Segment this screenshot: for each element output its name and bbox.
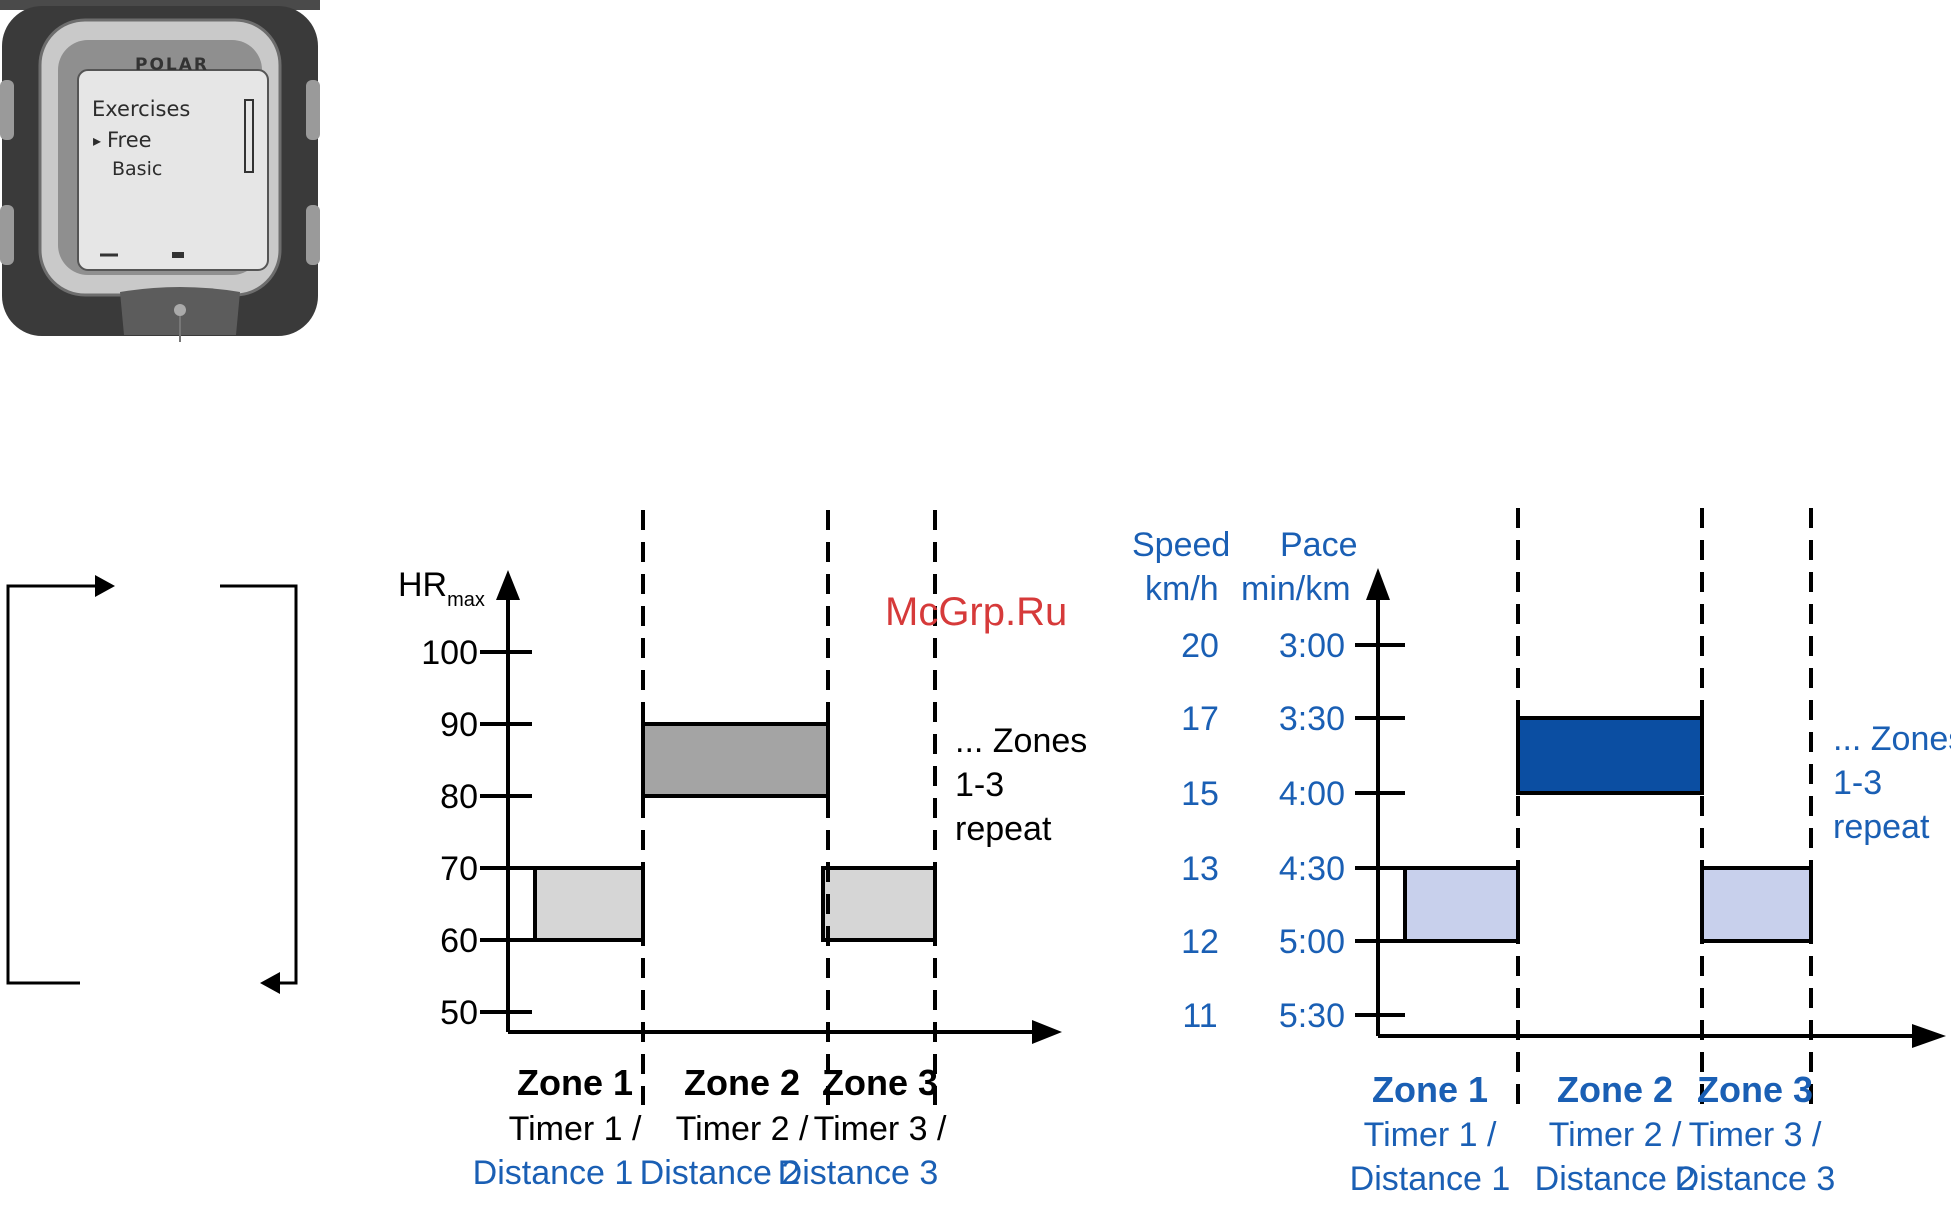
left-upper-button[interactable] [0,80,14,140]
chart1-zone-bar [821,866,937,942]
chart1-timer-label: Timer 1 / [509,1110,642,1148]
hr-zone-chart: HRmax 100 90 80 70 60 50 ... Zones 1-3 repeat… [398,510,1087,1192]
chart1-ytick-label: 70 [440,850,478,888]
chart2-speed-tick-label: 13 [1181,850,1219,888]
chart2-category-label: Zone 1 [1372,1069,1488,1110]
chart2-pace-tick-label: 5:30 [1279,997,1345,1035]
chart2-zone-bar [1700,866,1813,943]
chart2-speed-label-1: Speed [1132,526,1230,564]
chart2-category-label: Zone 3 [1697,1069,1813,1110]
chart2-y-axis-arrow [1366,568,1390,600]
chart2-pace-label-2: min/km [1241,570,1351,608]
chart2-x-axis-arrow [1912,1024,1946,1048]
chart2-distance-label: Distance 3 [1675,1160,1836,1198]
chart2-pace-tick-label: 4:30 [1279,850,1345,888]
watch-menu-item-basic: Basic [112,158,163,180]
chart1-annotation-line3: repeat [955,810,1052,848]
chart1-timer-label: Timer 3 / [814,1110,947,1148]
watch-menu-item-free: ▸ Free [93,128,152,152]
chart1-distance-label: Distance 3 [778,1154,939,1192]
chart1-ytick-label: 60 [440,922,478,960]
watch-brand: POLAR [135,55,209,75]
chart1-ytick-label: 80 [440,778,478,816]
chart1-ytick-label: 90 [440,706,478,744]
chart2-annotation-line2: 1-3 [1833,764,1882,802]
chart2-timer-label: Timer 1 / [1364,1116,1497,1154]
watermark: McGrp.Ru [885,590,1068,634]
chart2-speed-tick-label: 17 [1181,700,1219,738]
chart1-distance-label: Distance 1 [473,1154,634,1192]
speed-pace-zone-chart: Speed km/h Pace min/km 20 3:00 17 3:30 15 4:0… [1132,508,1951,1198]
chart1-ytick-label: 100 [421,634,478,672]
chart1-timer-label: Timer 2 / [676,1110,809,1148]
selection-arrow-icon: ▸ [93,131,102,150]
chart2-distance-label: Distance 1 [1350,1160,1511,1198]
right-lower-button[interactable] [306,205,320,265]
watch-illustration: POLAR Exercises ▸ Free Basic [0,0,350,342]
chart2-timer-label: Timer 2 / [1549,1116,1682,1154]
chart2-category-label: Zone 2 [1557,1069,1673,1110]
chart2-speed-tick-label: 15 [1181,775,1219,813]
chart2-speed-tick-label: 11 [1182,997,1217,1035]
watch-menu-title: Exercises [92,97,191,121]
chart2-annotation-line3: repeat [1833,808,1930,846]
chart2-speed-tick-label: 12 [1181,923,1219,961]
chart2-speed-tick-label: 20 [1181,627,1219,665]
chart2-pace-tick-label: 3:00 [1279,627,1345,665]
chart2-speed-label-2: km/h [1145,570,1219,608]
chart2-pace-tick-label: 4:00 [1279,775,1345,813]
chart2-pace-tick-label: 3:30 [1279,700,1345,738]
chart1-category-label: Zone 1 [517,1062,633,1103]
chart1-annotation-line1: ... Zones [955,722,1087,760]
chart2-timer-label: Timer 3 / [1689,1116,1822,1154]
right-upper-button[interactable] [306,80,320,140]
chart2-pace-label-1: Pace [1280,526,1358,564]
repeat-loop-arrow [6,575,298,994]
chart1-ylabel: HRmax [398,566,485,611]
chart1-y-axis-arrow [496,570,520,600]
chart2-zone-bar [1403,866,1520,943]
left-lower-button[interactable] [0,205,14,265]
chart1-ytick-label: 50 [440,994,478,1032]
chart1-category-label: Zone 3 [822,1062,938,1103]
chart1-category-label: Zone 2 [684,1062,800,1103]
chart2-zone-bar [1516,716,1704,795]
chart1-x-axis-arrow [1032,1020,1062,1044]
chart2-annotation-line1: ... Zones [1833,720,1951,758]
chart1-zone-bar [641,722,830,798]
watch-graphic [0,0,350,342]
chart1-annotation-line2: 1-3 [955,766,1004,804]
chart1-zone-bar [533,866,645,942]
chart2-pace-tick-label: 5:00 [1279,923,1345,961]
chart1-distance-label: Distance 2 [640,1154,801,1192]
chart2-distance-label: Distance 2 [1535,1160,1696,1198]
